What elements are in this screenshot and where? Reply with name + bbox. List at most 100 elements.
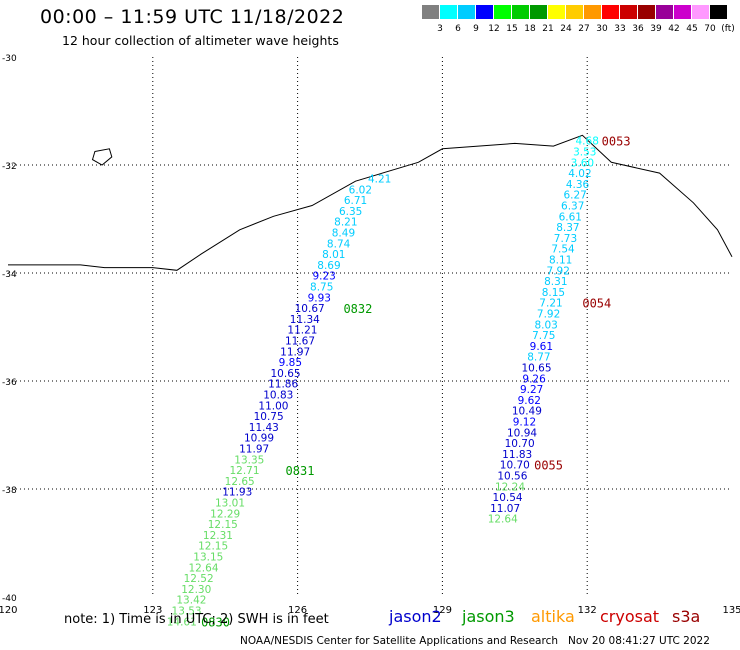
- wave-height-value: 10.99: [244, 433, 274, 445]
- scale-swatch: [512, 5, 529, 19]
- lon-tick-label: 129: [433, 605, 452, 616]
- wave-height-value: 9.85: [279, 357, 302, 369]
- wave-height-value: 12.30: [181, 584, 211, 596]
- legend-s3a: s3a: [672, 607, 701, 626]
- wave-height-value: 8.69: [317, 260, 340, 272]
- wave-height-value: 12.52: [184, 573, 214, 585]
- wave-height-value: 12.64: [188, 562, 218, 574]
- scale-swatch: [638, 5, 655, 19]
- wave-height-value: 11.83: [502, 449, 532, 461]
- wave-height-value: 6.35: [339, 206, 362, 218]
- wave-height-value: 7.92: [547, 265, 570, 277]
- wave-height-value: 8.21: [334, 217, 357, 229]
- wave-height-value: 10.67: [295, 303, 325, 315]
- wave-height-value: 12.71: [229, 465, 259, 477]
- scale-swatch: [584, 5, 601, 19]
- scale-label: 21: [542, 24, 554, 34]
- lat-tick-label: -30: [2, 54, 17, 64]
- scale-label: 42: [668, 24, 680, 34]
- wave-height-value: 7.75: [532, 330, 555, 342]
- wave-height-value: 6.37: [561, 201, 584, 213]
- wave-height-value: 10.70: [505, 438, 535, 450]
- wave-height-value: 12.24: [495, 481, 525, 493]
- wave-height-value: 9.23: [312, 271, 335, 283]
- scale-label: 18: [524, 24, 536, 34]
- wave-height-value: 11.43: [249, 422, 279, 434]
- wave-height-value: 11.00: [258, 400, 288, 412]
- pass-time-label: 0832: [343, 302, 372, 316]
- scale-swatch: [602, 5, 619, 19]
- wave-height-value: 13.53: [172, 606, 202, 618]
- scale-label: 70: [704, 24, 716, 34]
- wave-height-value: 10.65: [521, 363, 551, 375]
- wave-height-value: 11.86: [268, 379, 298, 391]
- scale-swatch: [530, 5, 547, 19]
- pass-time-label: 0831: [286, 464, 315, 478]
- wave-height-value: 10.83: [263, 390, 293, 402]
- wave-height-value: 8.75: [310, 282, 333, 294]
- wave-height-value: 9.61: [530, 341, 553, 353]
- coastline: [8, 134, 733, 271]
- wave-height-value: 6.71: [344, 195, 367, 207]
- lon-tick-label: 132: [578, 605, 597, 616]
- legend-cryosat: cryosat: [600, 607, 660, 626]
- pass-time-label: 0830: [201, 615, 230, 629]
- scale-swatch: [458, 5, 475, 19]
- wave-height-value: 10.49: [512, 406, 542, 418]
- scale-swatch: [656, 5, 673, 19]
- scale-label: 9: [473, 24, 479, 34]
- wave-height-value: 6.61: [559, 211, 582, 223]
- pass-time-label: 0054: [582, 297, 611, 311]
- wave-height-value: 11.34: [290, 314, 320, 326]
- wave-height-value: 7.92: [537, 309, 560, 321]
- lon-tick-label: 126: [288, 605, 307, 616]
- wave-height-value: 13.42: [176, 595, 206, 607]
- wave-height-value: 6.27: [563, 190, 586, 202]
- scale-label: 33: [614, 24, 626, 34]
- island-outline: [91, 148, 113, 166]
- lat-tick-label: -38: [2, 486, 17, 496]
- scale-swatch: [566, 5, 583, 19]
- wave-height-value: 3.60: [571, 157, 594, 169]
- lat-tick-label: -36: [2, 378, 17, 388]
- wave-height-value: 8.03: [534, 319, 557, 331]
- wave-height-value: 9.26: [522, 373, 546, 385]
- scale-label: 3: [437, 24, 443, 34]
- wave-height-value: 7.21: [539, 298, 562, 310]
- scale-label: 15: [506, 24, 518, 34]
- wave-height-value: 4.21: [368, 174, 391, 186]
- wave-height-value: 12.15: [208, 519, 238, 531]
- credit-line: NOAA/NESDIS Center for Satellite Applica…: [240, 635, 710, 647]
- scale-label: 45: [686, 24, 698, 34]
- wave-height-value: 3.53: [573, 147, 596, 159]
- wave-height-value: 10.94: [507, 427, 537, 439]
- scale-unit: (ft): [721, 24, 735, 34]
- wave-height-value: 7.54: [551, 244, 575, 256]
- wave-height-value: 8.49: [332, 228, 355, 240]
- wave-height-value: 11.97: [239, 444, 269, 456]
- wave-height-value: 9.93: [308, 292, 331, 304]
- scale-label: 30: [596, 24, 608, 34]
- scale-label: 27: [578, 24, 590, 34]
- wave-height-value: 10.56: [497, 471, 527, 483]
- scale-swatch: [494, 5, 511, 19]
- wave-height-value: 12.31: [203, 530, 233, 542]
- scale-swatch: [620, 5, 637, 19]
- wave-height-value: 8.77: [527, 352, 550, 364]
- lon-tick-label: 120: [0, 605, 18, 616]
- wave-height-value: 10.54: [493, 492, 523, 504]
- wave-height-value: 4.36: [566, 179, 590, 191]
- wave-height-value: 13.01: [215, 498, 245, 510]
- lon-tick-label: 123: [143, 605, 162, 616]
- wave-height-value: 14.61: [167, 616, 197, 628]
- legend-jason3: jason3: [462, 607, 515, 626]
- pass-time-label: 0055: [534, 459, 563, 473]
- wave-height-value: 8.15: [542, 287, 565, 299]
- scale-swatch: [692, 5, 709, 19]
- pass-time-label: 0053: [602, 135, 631, 149]
- wave-height-value: 11.97: [280, 346, 310, 358]
- wave-height-value: 9.62: [518, 395, 541, 407]
- wave-height-value: 11.93: [222, 487, 252, 499]
- lon-tick-label: 135: [722, 605, 740, 616]
